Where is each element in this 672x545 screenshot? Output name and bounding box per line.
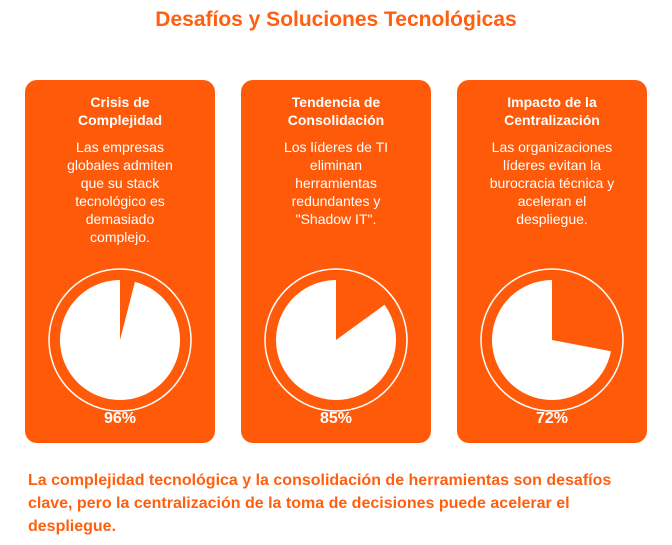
summary-text: La complejidad tecnológica y la consolid… <box>28 472 612 535</box>
pie-slice <box>60 280 181 400</box>
card-title: Tendencia de Consolidación <box>287 94 385 128</box>
pie-chart <box>48 268 192 412</box>
card-description: Los líderes de TI eliminan herramientas … <box>283 139 389 227</box>
pie-outer-ring <box>264 268 408 412</box>
pie-slice <box>276 280 396 400</box>
card-consolidation: Tendencia de Consolidación Los líderes d… <box>241 80 431 443</box>
pie-chart <box>264 268 408 412</box>
pie-chart <box>480 268 624 412</box>
card-complexity: Crisis de Complejidad Las empresas globa… <box>25 80 215 443</box>
card-description: Las empresas globales admiten que su sta… <box>67 139 173 245</box>
card-value: 85% <box>319 410 353 427</box>
card-value: 96% <box>103 410 137 427</box>
card-title: Crisis de Complejidad <box>77 94 162 128</box>
card-centralization: Impacto de la Centralización Las organiz… <box>457 80 647 443</box>
card-value: 72% <box>535 410 569 427</box>
card-description: Las organizaciones líderes evitan la bur… <box>489 139 615 227</box>
page-title: Desafíos y Soluciones Tecnológicas <box>155 8 517 31</box>
pie-outer-ring <box>48 268 192 412</box>
pie-outer-ring <box>480 268 624 412</box>
card-title: Impacto de la Centralización <box>504 94 600 128</box>
pie-slice <box>492 280 611 400</box>
